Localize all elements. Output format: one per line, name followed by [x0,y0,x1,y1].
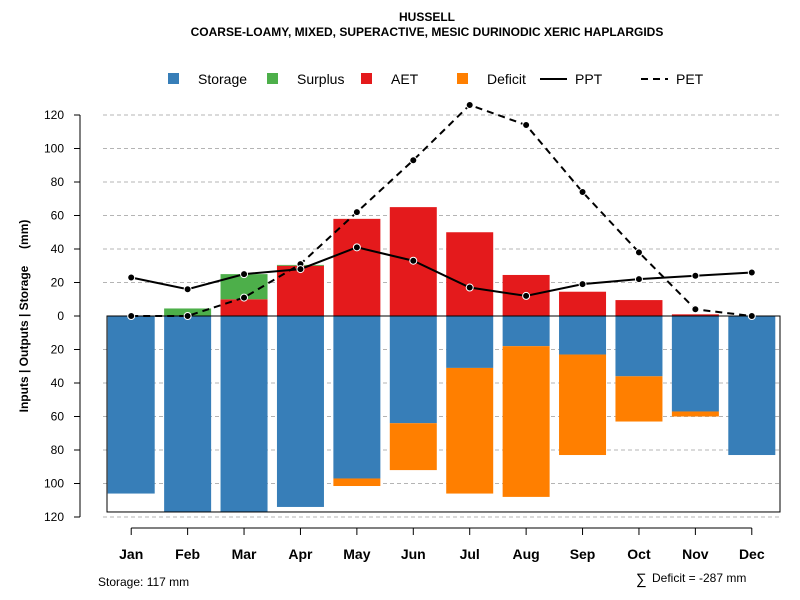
legend: Storage Surplus AET Deficit PPT PET [168,71,704,87]
pet-point-nov [691,305,700,314]
bar-aet-jul [446,232,494,316]
x-tick-label-may: May [343,546,370,562]
x-tick-label-jun: Jun [401,546,426,562]
x-tick-label-nov: Nov [682,546,709,562]
ppt-point-apr [296,265,305,274]
bar-storage-aug [502,316,550,347]
y-tick-label-12: 120 [44,510,64,524]
chart-subtitle: COARSE-LOAMY, MIXED, SUPERACTIVE, MESIC … [191,25,664,39]
bar-deficit-sep [559,354,607,456]
bar-storage-may [333,316,381,479]
bar-deficit-aug [502,346,550,497]
bar-storage-sep [559,316,607,355]
bar-deficit-oct [615,376,663,422]
bar-deficit-jul [446,367,494,494]
pet-point-jan [127,312,136,320]
y-tick-label-11: 100 [44,477,64,491]
deficit-total: Deficit = -287 mm [652,571,746,585]
x-tick-label-aug: Aug [513,546,540,562]
y-tick-label-10: 80 [51,443,65,457]
storage-footnote: Storage: 117 mm [98,575,189,589]
legend-label-aet: AET [391,71,419,87]
x-tick-label-oct: Oct [627,546,651,562]
sigma-symbol: ∑ [636,571,647,588]
legend-swatch-surplus [267,73,278,84]
x-tick-label-sep: Sep [570,546,596,562]
ppt-point-nov [691,271,700,280]
x-tick-label-mar: Mar [232,546,257,562]
ppt-point-dec [747,268,756,277]
pet-point-jun [409,156,418,165]
x-tick-label-apr: Apr [288,546,313,562]
pet-point-jul [465,100,474,109]
pet-point-feb [183,312,192,320]
bar-storage-dec [728,316,776,456]
y-tick-label-9: 60 [51,410,65,424]
ppt-point-oct [634,275,643,284]
bars [106,207,781,513]
x-tick-label-jul: Jul [460,546,480,562]
legend-label-deficit: Deficit [487,71,526,87]
bar-aet-nov [671,314,719,316]
y-tick-label-7: 20 [51,343,65,357]
y-tick-label-8: 40 [51,376,65,390]
y-tick-label-3: 60 [51,209,65,223]
pet-point-may [352,208,361,217]
bar-storage-jan [107,316,155,494]
bar-storage-apr [276,316,324,507]
ppt-point-mar [240,270,249,279]
bar-deficit-jun [389,423,437,471]
bar-aet-mar [220,299,268,316]
bar-storage-jun [389,316,437,424]
y-tick-label-1: 100 [44,142,64,156]
chart-title: HUSSELL [399,10,455,24]
ppt-point-feb [183,285,192,294]
bar-storage-mar [220,316,268,512]
ppt-point-jun [409,256,418,265]
ppt-point-jan [127,273,136,282]
x-tick-label-dec: Dec [739,546,765,562]
bar-storage-nov [671,316,719,412]
y-tick-label-2: 80 [51,175,65,189]
legend-swatch-storage [168,73,179,84]
bar-storage-jul [446,316,494,368]
bar-aet-sep [559,291,607,316]
ppt-point-sep [578,280,587,289]
y-tick-label-6: 0 [57,309,64,323]
ppt-line [131,246,752,297]
bar-storage-oct [615,316,663,377]
bar-aet-may [333,218,381,316]
ppt-point-may [352,243,361,252]
series-lines [127,100,756,320]
pet-point-dec [747,312,756,320]
bar-deficit-may [333,478,381,487]
ppt-point-aug [522,291,531,300]
bar-storage-feb [164,316,212,512]
legend-label-pet: PET [676,71,704,87]
axes: 120 100 80 60 40 20 0 20 40 60 80 100 120 Jan Feb Mar Ap… [44,108,765,562]
legend-label-ppt: PPT [575,71,603,87]
y-tick-label-5: 20 [51,276,65,290]
x-tick-label-jan: Jan [119,546,143,562]
y-tick-label-4: 40 [51,242,65,256]
legend-swatch-deficit [457,73,468,84]
pet-point-sep [578,188,587,197]
pet-point-aug [522,121,531,130]
y-axis-label: Inputs | Outputs | Storage (mm) [17,220,31,413]
x-tick-label-feb: Feb [175,546,200,562]
legend-label-surplus: Surplus [297,71,344,87]
pet-line [131,103,752,317]
y-tick-label-0: 120 [44,108,64,122]
pet-point-mar [240,293,249,302]
ppt-point-jul [465,283,474,292]
legend-label-storage: Storage [198,71,247,87]
legend-swatch-aet [361,73,372,84]
bar-aet-oct [615,300,663,316]
bar-deficit-nov [671,411,719,417]
pet-point-oct [634,248,643,257]
